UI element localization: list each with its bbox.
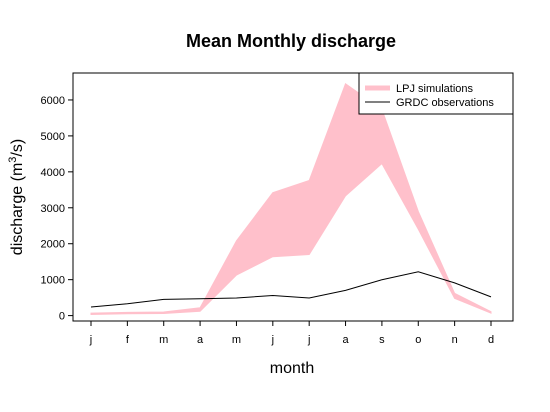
legend-label-lpj: LPJ simulations — [396, 83, 474, 95]
x-tick-label: d — [488, 334, 494, 346]
y-axis-title-end: /s) — [9, 139, 26, 157]
y-tick-label: 4000 — [41, 167, 65, 179]
legend-label-grdc: GRDC observations — [396, 97, 494, 109]
y-tick-label: 1000 — [41, 275, 65, 287]
y-tick-label: 2000 — [41, 239, 65, 251]
x-axis-title: month — [270, 360, 314, 377]
y-axis-title-sup: 3 — [7, 157, 19, 163]
x-tick-label: a — [197, 334, 204, 346]
y-tick-label: 3000 — [41, 203, 65, 215]
x-tick-label: m — [159, 334, 168, 346]
chart-title: Mean Monthly discharge — [186, 31, 396, 51]
y-axis: 0 1000 2000 3000 4000 5000 6000 — [41, 95, 73, 323]
x-tick-label: s — [379, 334, 385, 346]
x-tick-label: f — [126, 334, 130, 346]
y-tick-label: 0 — [59, 311, 65, 323]
plot-area — [90, 83, 492, 316]
x-tick-label: a — [342, 334, 349, 346]
series-lpj-band — [90, 83, 492, 316]
y-tick-label: 5000 — [41, 131, 65, 143]
y-axis-title-main: discharge (m — [9, 163, 26, 255]
x-tick-label: j — [271, 334, 274, 346]
legend-box — [358, 72, 514, 115]
legend: LPJ simulations GRDC observations — [358, 72, 514, 115]
series-grdc-line — [90, 271, 492, 308]
x-tick-label: j — [89, 334, 92, 346]
x-tick-label: o — [415, 334, 421, 346]
x-tick-label: m — [232, 334, 241, 346]
x-tick-label: n — [452, 334, 458, 346]
y-axis-title: discharge (m3/s) — [7, 139, 26, 255]
x-tick-label: j — [307, 334, 310, 346]
y-tick-label: 6000 — [41, 95, 65, 107]
plot-frame — [72, 72, 514, 322]
